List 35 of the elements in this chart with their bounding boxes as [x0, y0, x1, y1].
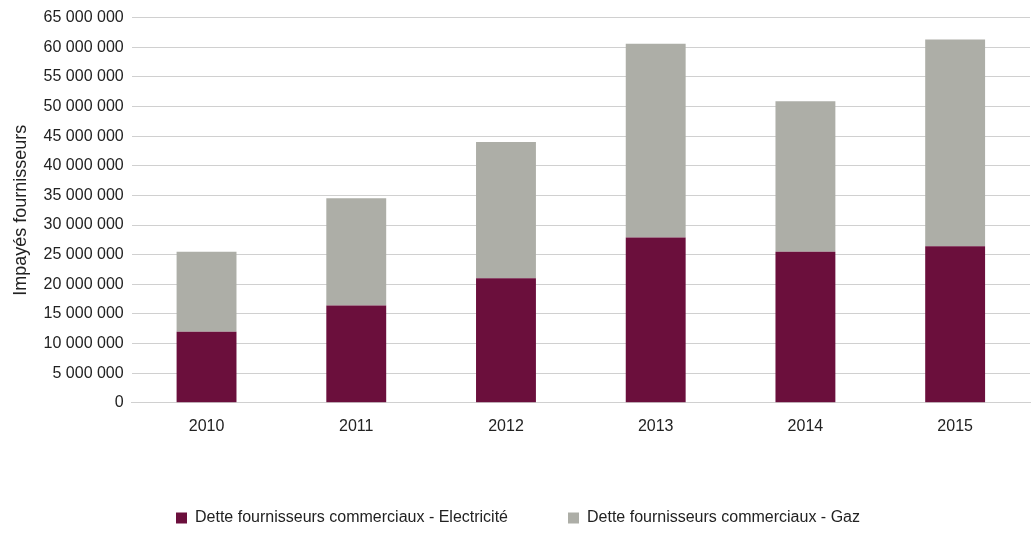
y-tick-label: 35 000 000	[43, 185, 124, 203]
y-axis-title: Impayés fournisseurs	[9, 124, 30, 296]
y-tick-label: 50 000 000	[43, 96, 124, 114]
bar	[925, 39, 986, 247]
bar	[476, 142, 536, 279]
y-tick-label: 20 000 000	[43, 274, 124, 292]
x-tick-label: 2015	[937, 416, 974, 434]
y-tick-label: 15 000 000	[43, 304, 124, 322]
y-tick-label: 40 000 000	[43, 156, 124, 174]
y-tick-label: 65 000 000	[43, 8, 124, 26]
bar	[775, 101, 836, 252]
bar	[625, 43, 686, 238]
bar	[775, 251, 836, 403]
y-tick-label: 10 000 000	[43, 333, 124, 351]
x-tick-label: 2012	[488, 416, 524, 434]
legend-label: Dette fournisseurs commerciaux - Electricité	[195, 508, 509, 526]
x-tick-label: 2011	[339, 416, 374, 434]
y-tick-label: 5 000 000	[52, 363, 124, 381]
bar	[326, 305, 387, 403]
x-tick-label: 2013	[637, 416, 674, 434]
bar	[176, 251, 237, 332]
y-tick-label: 30 000 000	[43, 215, 124, 233]
x-tick-label: 2010	[188, 416, 225, 434]
y-tick-label: 55 000 000	[43, 67, 124, 85]
y-tick-label: 60 000 000	[43, 37, 124, 55]
x-tick-label: 2014	[787, 416, 824, 434]
bar	[925, 246, 986, 403]
y-tick-label: 25 000 000	[43, 245, 124, 263]
bar	[625, 237, 686, 403]
legend-label: Dette fournisseurs commerciaux - Gaz	[587, 508, 860, 526]
bar	[326, 198, 387, 306]
y-tick-label: 45 000 000	[43, 126, 124, 144]
bar	[476, 278, 536, 403]
y-tick-label: 0	[114, 393, 124, 411]
bar	[176, 331, 237, 403]
